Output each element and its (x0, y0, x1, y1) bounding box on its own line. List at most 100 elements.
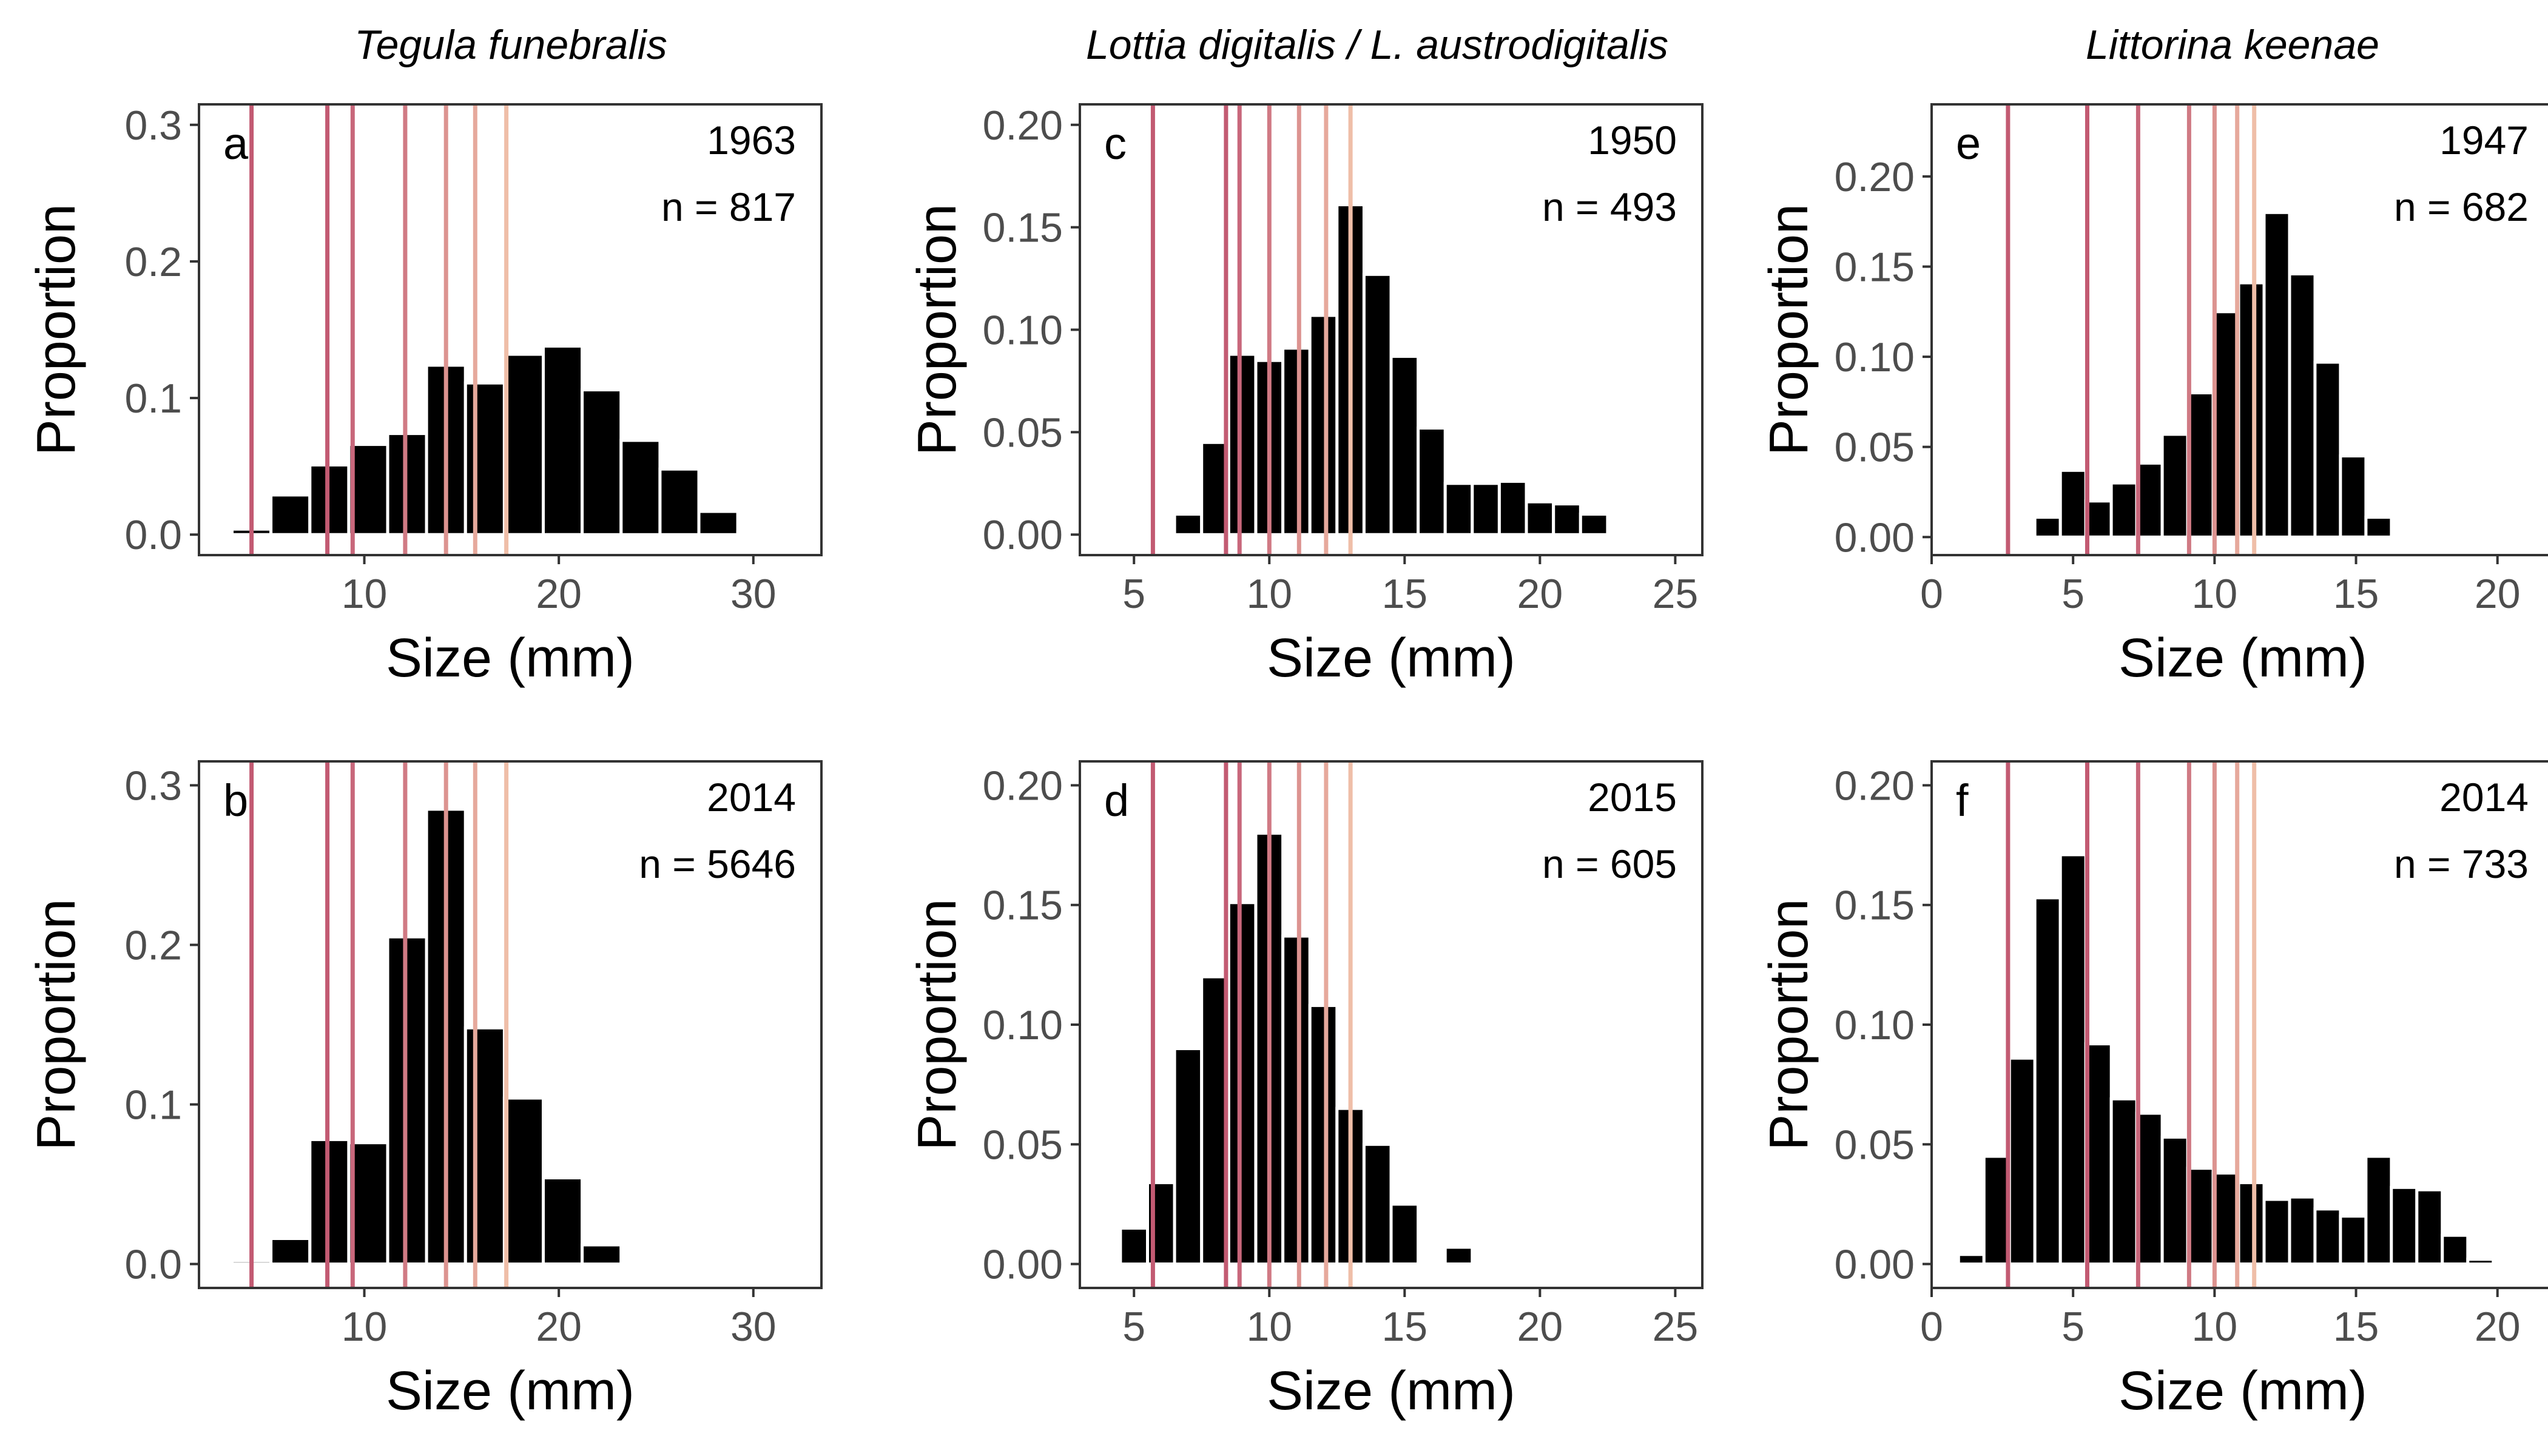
y-tick-label-d-1: 0.00 (983, 1242, 1063, 1288)
y-tick-label-e-2: 0.05 (1835, 425, 1915, 471)
bar-f-2 (1982, 1154, 2011, 1266)
x-tick-label-e-4: 15 (2333, 571, 2379, 617)
x-tick-label-c-4: 20 (1517, 571, 1563, 617)
bar-c-6 (1281, 346, 1312, 536)
bar-c-14 (1497, 479, 1528, 536)
x-tick-label-b-3: 30 (730, 1304, 777, 1350)
y-tick-label-c-4: 0.15 (983, 205, 1063, 251)
bar-b-2 (269, 1237, 312, 1266)
bar-f-13 (2262, 1198, 2291, 1266)
bar-d-7 (1281, 934, 1312, 1266)
bar-c-17 (1579, 513, 1609, 536)
y-tick-label-b-4: 0.3 (124, 763, 182, 809)
bar-e-4 (2084, 499, 2113, 539)
y-tick-label-e-1: 0.00 (1835, 514, 1915, 561)
panel-n-a: n = 817 (661, 184, 796, 229)
bar-c-13 (1471, 482, 1501, 536)
panel-f: 0.00 0.05 0.10 0.15 0.20 0 5 10 15 20 Size (mm) Pro… (1759, 760, 2548, 1421)
panel-letter-b: b (223, 775, 248, 826)
bar-e-10 (2237, 281, 2266, 539)
y-tick-label-f-5: 0.20 (1835, 763, 1915, 809)
y-tick-label-b-1: 0.0 (124, 1242, 182, 1288)
bar-b-10 (581, 1243, 623, 1266)
panel-n-b: n = 5646 (639, 841, 796, 886)
y-tick-label-c-3: 0.10 (983, 308, 1063, 354)
bar-d-13 (1443, 1245, 1474, 1266)
bar-a-14 (736, 530, 778, 536)
panel-n-d: n = 605 (1542, 841, 1677, 886)
panel-year-e: 1947 (2439, 118, 2529, 163)
x-tick-label-d-4: 20 (1517, 1304, 1563, 1350)
panel-year-a: 1963 (707, 118, 796, 163)
y-tick-label-d-3: 0.10 (983, 1002, 1063, 1048)
y-tick-label-c-1: 0.00 (983, 512, 1063, 558)
bar-e-2 (2033, 516, 2062, 539)
panel-letter-d: d (1104, 775, 1129, 826)
panel-d: 0.00 0.05 0.10 0.15 0.20 5 10 15 20 25 Size (mm) Pr… (907, 760, 1704, 1421)
x-tick-label-f-1: 0 (1920, 1304, 1943, 1350)
x-tick-label-a-1: 10 (342, 571, 388, 617)
x-tick-label-f-4: 15 (2333, 1304, 2379, 1350)
bar-f-4 (2033, 896, 2062, 1266)
bar-a-9 (542, 345, 584, 536)
bar-a-8 (502, 352, 545, 536)
panel-year-b: 2014 (707, 775, 796, 820)
x-axis-title-e: Size (mm) (2118, 628, 2367, 689)
bar-f-17 (2364, 1154, 2393, 1266)
column-title-1: Tegula funebralis (354, 22, 667, 68)
bar-f-8 (2135, 1111, 2164, 1266)
bar-e-3 (2058, 468, 2088, 539)
bar-a-10 (581, 388, 623, 536)
column-title-2: Lottia digitalis / L. austrodigitalis (1086, 22, 1668, 68)
x-tick-label-a-3: 30 (730, 571, 777, 617)
y-axis-title-f: Proportion (1759, 898, 1819, 1150)
bar-f-7 (2109, 1097, 2138, 1266)
y-tick-label-a-3: 0.2 (124, 239, 182, 285)
bar-e-6 (2135, 461, 2164, 539)
panel-frame-e (1930, 103, 2548, 556)
bar-f-1 (1956, 1253, 1986, 1266)
panel-a: 0.0 0.1 0.2 0.3 10 20 30 Size (mm) Proportion a 19… (26, 103, 823, 689)
y-tick-label-f-2: 0.05 (1835, 1122, 1915, 1168)
y-tick-label-f-4: 0.15 (1835, 883, 1915, 929)
bar-a-12 (658, 467, 701, 536)
bar-f-10 (2186, 1167, 2215, 1266)
x-tick-label-d-5: 25 (1653, 1304, 1699, 1350)
bar-d-1 (1119, 1226, 1150, 1266)
panel-frame-b (198, 760, 823, 1289)
bar-c-2 (1173, 513, 1204, 536)
panel-n-f: n = 733 (2394, 841, 2529, 886)
bar-e-5 (2109, 481, 2138, 539)
panel-e: 0.00 0.05 0.10 0.15 0.20 0 5 10 15 20 Size (mm) Pro… (1759, 103, 2548, 689)
x-tick-label-b-2: 20 (536, 1304, 582, 1350)
y-axis-title-b: Proportion (26, 898, 87, 1150)
bar-f-15 (2313, 1207, 2342, 1266)
bar-f-5 (2058, 853, 2088, 1266)
panel-year-f: 2014 (2439, 775, 2529, 820)
bar-a-11 (619, 439, 662, 536)
bar-f-21 (2466, 1258, 2495, 1266)
x-tick-label-a-2: 20 (536, 571, 582, 617)
x-tick-label-e-5: 20 (2475, 571, 2521, 617)
x-tick-label-c-3: 15 (1381, 571, 1427, 617)
bar-a-2 (269, 493, 312, 536)
x-axis-title-b: Size (mm) (386, 1361, 635, 1421)
x-axis-title-f: Size (mm) (2118, 1361, 2367, 1421)
x-tick-label-d-2: 10 (1246, 1304, 1292, 1350)
y-axis-title-c: Proportion (907, 204, 968, 456)
bar-e-14 (2339, 454, 2368, 539)
y-tick-label-b-2: 0.1 (124, 1082, 182, 1128)
x-tick-label-e-2: 5 (2061, 571, 2085, 617)
x-tick-label-c-1: 5 (1122, 571, 1145, 617)
bar-f-6 (2084, 1042, 2113, 1266)
bar-c-11 (1417, 426, 1447, 536)
column-title-3: Littorina keenae (2086, 22, 2379, 68)
x-tick-label-f-5: 20 (2475, 1304, 2521, 1350)
bar-f-20 (2441, 1233, 2470, 1266)
y-tick-label-c-2: 0.05 (983, 410, 1063, 456)
y-axis-title-a: Proportion (26, 204, 87, 456)
bar-e-12 (2288, 272, 2317, 539)
y-tick-label-a-1: 0.0 (124, 512, 182, 558)
panel-letter-e: e (1956, 118, 1981, 169)
